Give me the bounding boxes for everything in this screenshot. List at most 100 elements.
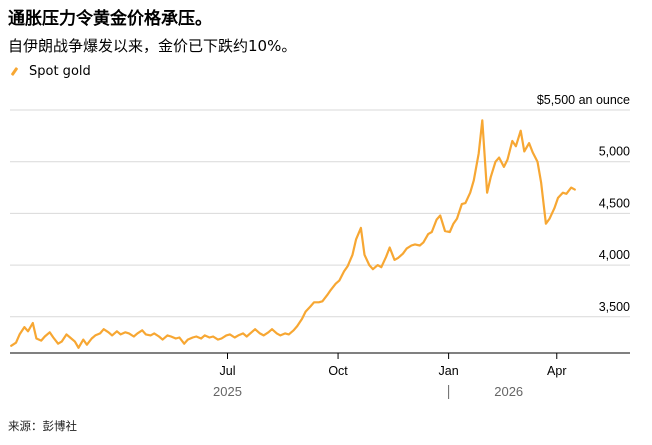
data-point bbox=[49, 331, 51, 333]
data-point bbox=[562, 192, 564, 194]
data-point bbox=[461, 203, 463, 205]
data-point bbox=[128, 332, 130, 334]
data-point bbox=[175, 337, 177, 340]
data-point bbox=[309, 305, 311, 308]
data-point bbox=[204, 334, 206, 336]
data-point bbox=[536, 161, 539, 163]
data-point bbox=[141, 329, 143, 331]
x-axis-ticks: Jul Oct Jan Apr 2025 2026 bbox=[213, 353, 566, 399]
data-point bbox=[380, 266, 382, 268]
data-point bbox=[464, 202, 466, 204]
data-point bbox=[456, 218, 458, 220]
data-point bbox=[103, 328, 105, 330]
data-point bbox=[32, 322, 34, 324]
data-point bbox=[279, 334, 281, 336]
data-point bbox=[494, 161, 497, 163]
data-point bbox=[74, 341, 76, 343]
data-point bbox=[490, 176, 492, 178]
series-layer bbox=[10, 119, 576, 349]
data-point bbox=[402, 253, 404, 255]
data-point bbox=[351, 254, 354, 256]
data-point bbox=[321, 300, 323, 302]
data-point bbox=[439, 214, 441, 217]
data-point bbox=[19, 333, 21, 335]
data-point bbox=[570, 187, 572, 189]
data-point bbox=[57, 343, 59, 345]
source-note: 来源：彭博社 bbox=[8, 419, 77, 433]
data-point bbox=[116, 330, 118, 332]
data-point bbox=[200, 337, 202, 340]
data-point bbox=[520, 130, 522, 132]
data-point bbox=[254, 328, 256, 330]
data-point bbox=[183, 343, 185, 345]
x-tick-label-oct: Oct bbox=[328, 364, 348, 378]
data-point bbox=[65, 333, 68, 335]
data-point bbox=[242, 332, 244, 334]
y-tick-label-4000: 4,000 bbox=[599, 248, 630, 262]
data-point bbox=[99, 332, 101, 334]
data-point bbox=[574, 189, 576, 191]
data-point bbox=[52, 336, 54, 339]
data-point bbox=[393, 259, 396, 261]
data-point bbox=[397, 257, 399, 259]
data-point bbox=[259, 332, 261, 334]
data-point bbox=[511, 140, 513, 142]
data-point bbox=[414, 243, 416, 245]
data-point bbox=[107, 331, 110, 333]
data-point bbox=[326, 294, 328, 296]
data-point bbox=[305, 311, 307, 313]
data-point bbox=[178, 336, 180, 339]
data-point bbox=[69, 336, 71, 339]
y-axis-ticks: 3,500 4,000 4,500 5,000 $5,500 an ounce bbox=[537, 93, 630, 314]
data-point bbox=[363, 254, 366, 256]
data-point bbox=[44, 335, 46, 338]
data-point bbox=[313, 301, 315, 303]
data-point bbox=[385, 256, 387, 258]
data-point bbox=[372, 268, 374, 270]
data-point bbox=[40, 340, 42, 342]
data-point bbox=[498, 157, 500, 159]
data-point bbox=[217, 339, 219, 341]
data-point bbox=[389, 246, 391, 249]
data-point bbox=[330, 289, 332, 291]
data-point bbox=[153, 332, 155, 334]
data-point bbox=[23, 326, 25, 328]
data-point bbox=[338, 280, 340, 282]
data-point bbox=[82, 339, 84, 341]
data-point bbox=[27, 330, 29, 332]
data-point bbox=[427, 233, 429, 235]
data-point bbox=[61, 341, 63, 343]
data-point bbox=[276, 332, 278, 334]
y-tick-label-5000: 5,000 bbox=[599, 145, 630, 159]
data-point bbox=[355, 238, 357, 240]
x-tick-label-jul: Jul bbox=[220, 364, 236, 378]
data-point bbox=[35, 337, 38, 340]
data-point bbox=[444, 230, 446, 232]
data-point bbox=[377, 264, 379, 266]
data-point bbox=[77, 347, 80, 349]
y-tick-label-4500: 4,500 bbox=[599, 196, 630, 210]
data-point bbox=[225, 334, 227, 336]
data-point bbox=[549, 218, 551, 220]
data-point bbox=[237, 334, 239, 336]
data-point bbox=[192, 336, 194, 339]
data-point bbox=[523, 150, 525, 152]
data-point bbox=[263, 334, 265, 336]
data-point bbox=[431, 231, 433, 233]
data-point bbox=[478, 152, 480, 154]
data-point bbox=[469, 192, 471, 194]
data-point bbox=[406, 248, 408, 250]
data-point bbox=[124, 331, 126, 333]
series-points bbox=[10, 119, 576, 349]
data-point bbox=[212, 335, 214, 338]
data-point bbox=[528, 142, 530, 144]
data-point bbox=[296, 325, 298, 327]
data-point bbox=[545, 223, 547, 225]
data-point bbox=[94, 334, 96, 336]
data-point bbox=[284, 332, 286, 334]
data-point bbox=[86, 344, 88, 346]
data-point bbox=[343, 270, 345, 272]
data-point bbox=[557, 197, 559, 199]
data-point bbox=[436, 219, 438, 221]
